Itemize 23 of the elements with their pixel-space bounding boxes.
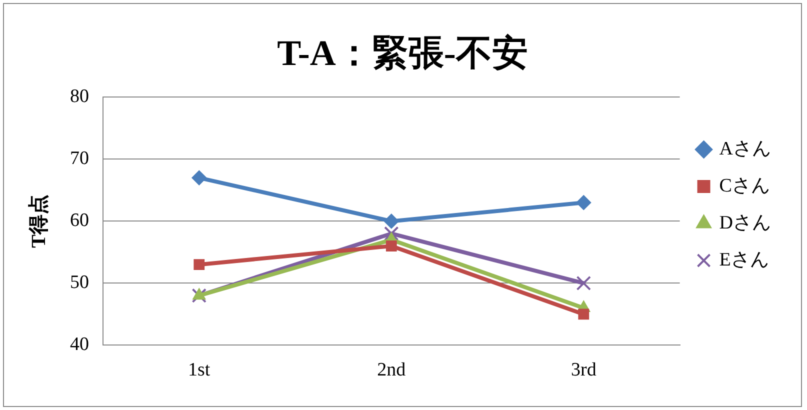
x-tick-label: 2nd bbox=[377, 360, 406, 381]
x-tick-label: 1st bbox=[188, 360, 211, 381]
y-tick-label: 70 bbox=[70, 148, 89, 170]
point bbox=[578, 308, 590, 320]
point bbox=[384, 226, 399, 241]
point bbox=[386, 240, 397, 252]
legend-label: Cさん bbox=[719, 175, 770, 196]
y-tick-label: 80 bbox=[70, 86, 89, 108]
y-axis-title: T得点 bbox=[28, 194, 50, 248]
point bbox=[192, 170, 207, 186]
point bbox=[194, 259, 205, 270]
y-tick-label: 40 bbox=[70, 334, 89, 356]
y-tick-label: 60 bbox=[70, 210, 89, 232]
point bbox=[576, 276, 592, 291]
y-tick-label: 50 bbox=[70, 272, 89, 294]
point bbox=[576, 195, 592, 210]
legend-label: Eさん bbox=[719, 249, 769, 270]
legend-label: Dさん bbox=[719, 212, 772, 234]
point bbox=[192, 288, 206, 303]
point bbox=[384, 214, 399, 229]
chart-title: T-A：緊張-不安 bbox=[277, 32, 528, 73]
x-tick-label: 3rd bbox=[570, 360, 597, 381]
legend-label: Aさん bbox=[719, 138, 772, 160]
